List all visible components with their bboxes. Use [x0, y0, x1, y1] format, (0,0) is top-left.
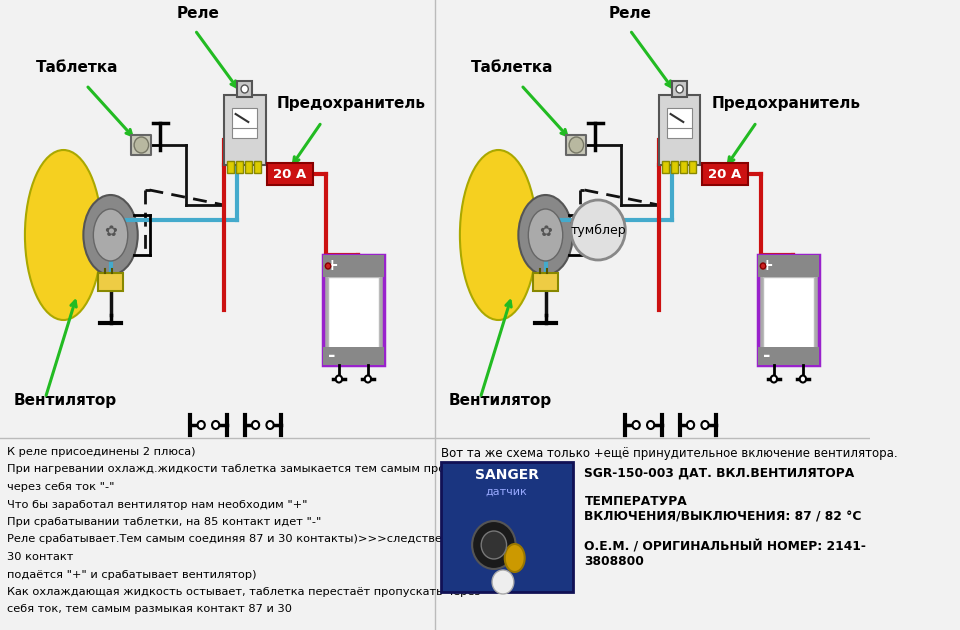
Text: себя ток, тем самым размыкая контакт 87 и 30: себя ток, тем самым размыкая контакт 87 …: [8, 605, 292, 614]
Bar: [328, 277, 379, 349]
Circle shape: [325, 263, 331, 269]
Text: ✿: ✿: [105, 224, 117, 239]
Bar: [533, 273, 558, 291]
Text: Таблетка: Таблетка: [471, 60, 554, 75]
Bar: [757, 255, 819, 365]
Bar: [661, 161, 669, 173]
Bar: [763, 277, 814, 349]
Circle shape: [365, 375, 372, 382]
Circle shape: [800, 375, 806, 382]
Bar: [267, 163, 313, 185]
Text: Вентилятор: Вентилятор: [13, 393, 117, 408]
Text: 30 контакт: 30 контакт: [8, 552, 74, 562]
Ellipse shape: [25, 150, 102, 320]
Bar: [672, 81, 687, 97]
Bar: [566, 135, 587, 155]
Bar: [237, 81, 252, 97]
Text: Предохранитель: Предохранитель: [276, 96, 425, 111]
Circle shape: [267, 421, 274, 429]
Circle shape: [472, 521, 516, 569]
Bar: [323, 347, 384, 365]
Bar: [703, 163, 748, 185]
Ellipse shape: [518, 195, 573, 275]
Circle shape: [569, 137, 584, 153]
Text: Предохранитель: Предохранитель: [711, 96, 860, 111]
Text: К реле присоединены 2 плюса): К реле присоединены 2 плюса): [8, 447, 196, 457]
Circle shape: [481, 531, 507, 559]
Text: Как охлаждающая жидкость остывает, таблетка перестаёт пропускать через: Как охлаждающая жидкость остывает, табле…: [8, 587, 481, 597]
Bar: [667, 108, 692, 138]
Bar: [227, 161, 234, 173]
Text: датчик: датчик: [486, 487, 527, 497]
Bar: [98, 273, 123, 291]
Text: 3808800: 3808800: [585, 555, 644, 568]
Circle shape: [336, 375, 342, 382]
Text: +: +: [325, 258, 338, 273]
Bar: [235, 161, 243, 173]
Circle shape: [687, 421, 694, 429]
Bar: [442, 462, 573, 592]
Text: О.Е.М. / ОРИГИНАЛЬНЫЙ НОМЕР: 2141-: О.Е.М. / ОРИГИНАЛЬНЫЙ НОМЕР: 2141-: [585, 540, 866, 553]
Text: Вот та же схема только +ещё принудительное включение вентилятора.: Вот та же схема только +ещё принудительн…: [442, 447, 898, 460]
Text: -: -: [328, 347, 335, 365]
Circle shape: [212, 421, 219, 429]
Bar: [680, 161, 687, 173]
Text: 20 А: 20 А: [708, 168, 741, 181]
Text: Таблетка: Таблетка: [36, 60, 119, 75]
Bar: [671, 161, 678, 173]
Text: Реле: Реле: [177, 6, 220, 21]
Text: Что бы заработал вентилятор нам необходим "+": Что бы заработал вентилятор нам необходи…: [8, 500, 308, 510]
Text: подаётся "+" и срабатывает вентилятор): подаётся "+" и срабатывает вентилятор): [8, 570, 256, 580]
Circle shape: [676, 85, 684, 93]
Ellipse shape: [505, 544, 525, 572]
Bar: [323, 255, 384, 277]
Bar: [132, 135, 152, 155]
Text: Реле: Реле: [609, 6, 652, 21]
Text: 20 А: 20 А: [274, 168, 306, 181]
Bar: [245, 161, 252, 173]
Circle shape: [198, 421, 204, 429]
Ellipse shape: [93, 209, 128, 261]
Text: -: -: [763, 347, 770, 365]
Text: ТЕМПЕРАТУРА: ТЕМПЕРАТУРА: [585, 495, 687, 508]
Text: При нагревании охлажд.жидкости таблетка замыкается тем самым проводя: При нагревании охлажд.жидкости таблетка …: [8, 464, 474, 474]
Bar: [323, 255, 384, 365]
Bar: [688, 161, 696, 173]
Text: При срабатывании таблетки, на 85 контакт идет "-": При срабатывании таблетки, на 85 контакт…: [8, 517, 322, 527]
Circle shape: [760, 263, 766, 269]
Circle shape: [241, 85, 249, 93]
Text: тумблер: тумблер: [570, 224, 626, 236]
Circle shape: [771, 375, 777, 382]
Bar: [224, 95, 266, 165]
Circle shape: [633, 421, 639, 429]
Text: через себя ток "-": через себя ток "-": [8, 482, 115, 492]
Circle shape: [702, 421, 708, 429]
Text: ВКЛЮЧЕНИЯ/ВЫКЛЮЧЕНИЯ: 87 / 82 °С: ВКЛЮЧЕНИЯ/ВЫКЛЮЧЕНИЯ: 87 / 82 °С: [585, 510, 862, 523]
Circle shape: [571, 200, 625, 260]
Circle shape: [492, 570, 514, 594]
Text: SANGER: SANGER: [474, 468, 539, 482]
Circle shape: [252, 421, 259, 429]
Ellipse shape: [460, 150, 537, 320]
Circle shape: [647, 421, 655, 429]
Text: +: +: [760, 258, 773, 273]
Bar: [232, 108, 257, 138]
Bar: [659, 95, 701, 165]
Bar: [757, 255, 819, 277]
Text: ✿: ✿: [540, 224, 552, 239]
Text: Вентилятор: Вентилятор: [448, 393, 552, 408]
Bar: [757, 347, 819, 365]
Ellipse shape: [84, 195, 137, 275]
Ellipse shape: [528, 209, 563, 261]
Circle shape: [134, 137, 149, 153]
Bar: [253, 161, 261, 173]
Text: Реле срабатывает.Тем самым соединяя 87 и 30 контакты)>>>следственно на: Реле срабатывает.Тем самым соединяя 87 и…: [8, 534, 482, 544]
Text: SGR-150-003 ДАТ. ВКЛ.ВЕНТИЛЯТОРА: SGR-150-003 ДАТ. ВКЛ.ВЕНТИЛЯТОРА: [585, 467, 854, 480]
